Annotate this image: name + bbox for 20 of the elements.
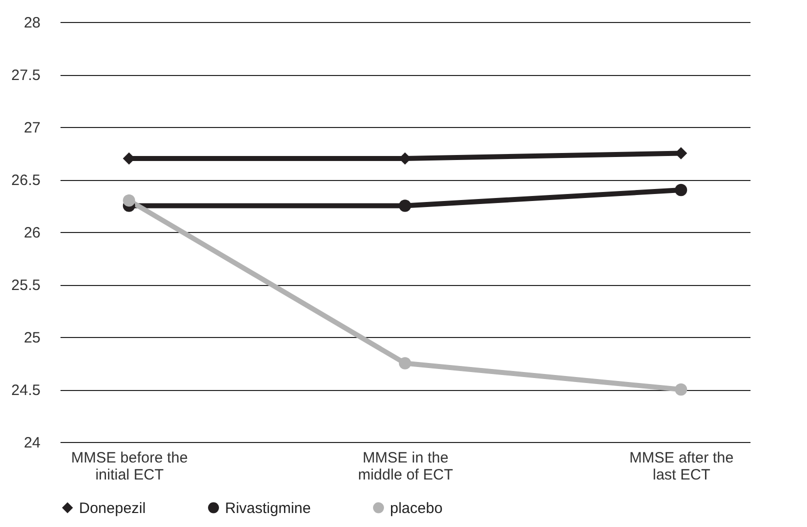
y-tick-label: 24 <box>24 434 40 452</box>
point <box>398 357 412 370</box>
y-tick-label: 27.5 <box>11 67 40 84</box>
x-tick-label: MMSE in the middle of ECT <box>358 450 454 484</box>
y-tick-label: 28 <box>24 14 40 32</box>
point <box>674 184 688 196</box>
point <box>122 194 136 207</box>
y-tick-label: 24.5 <box>11 382 40 399</box>
y-tick-label: 27 <box>24 120 40 136</box>
point <box>674 383 688 396</box>
legend-label: Rivastigmine <box>225 500 311 517</box>
y-tick-label: 25.5 <box>11 277 40 294</box>
y-tick-label: 25 <box>24 330 40 346</box>
x-tick-label: MMSE before the initial ECT <box>71 450 188 484</box>
legend-label: Donepezil <box>79 500 146 517</box>
legend-label: placebo <box>390 500 443 517</box>
x-tick-label: MMSE after the last ECT <box>629 450 734 484</box>
point <box>398 200 412 212</box>
y-tick-label: 26 <box>24 224 40 242</box>
y-tick-label: 26.5 <box>11 172 40 189</box>
